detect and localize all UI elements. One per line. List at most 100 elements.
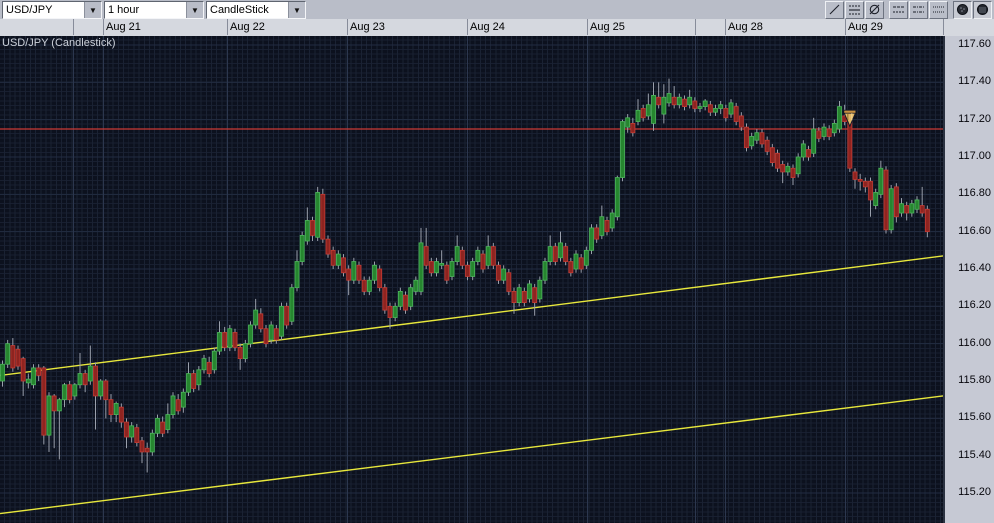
candle-bearish [780,164,786,173]
line-style-dashed-icon[interactable] [889,0,908,19]
candle-bullish [651,95,656,124]
chevron-down-icon[interactable]: ▼ [186,2,203,18]
candle-bullish [888,188,894,231]
candle-bullish [635,109,641,122]
price-axis-label: 116.00 [958,336,991,349]
candle-bearish [15,348,21,367]
price-axis-label: 116.60 [958,224,991,237]
date-axis-separator [347,19,348,35]
candle-bullish [454,246,460,262]
candle-bearish [723,108,729,119]
candle-bearish [568,261,574,274]
date-axis-separator [467,19,468,35]
chevron-down-icon[interactable]: ▼ [84,2,101,18]
date-axis-label: Aug 21 [106,21,141,33]
date-axis-separator [943,19,944,35]
line-style-dashdot-icon[interactable] [909,0,928,19]
candle-bullish [72,384,78,397]
line-style-dotted-icon[interactable] [929,0,948,19]
candle-bullish [795,156,801,175]
date-axis-separator [845,19,846,35]
candle-bearish [552,246,558,262]
candle-bearish [20,358,26,382]
candle-bullish [831,123,837,134]
candle-bullish [217,332,222,352]
chevron-down-icon[interactable]: ▼ [288,2,305,18]
candle-bearish [521,291,527,304]
price-axis[interactable]: 117.60 117.40 117.20 117.00 116.80 116.60 116.… [943,36,994,523]
candle-bullish [702,100,708,108]
candle-bearish [403,294,408,311]
candle-bullish [77,373,83,386]
candle-bullish [676,96,682,106]
grid-dots-toggle-icon[interactable] [953,0,972,19]
grid-dense-toggle-icon[interactable] [973,0,992,19]
candle-bullish [599,216,605,236]
candle-bearish [175,399,181,412]
candle-bearish [868,180,873,201]
candlestick-chart [0,36,943,523]
candle-bearish [682,98,687,108]
candle-bullish [439,263,445,266]
candle-bullish [645,104,651,117]
candle-bearish [67,384,73,401]
candle-bullish [718,104,724,109]
date-axis-separator [695,19,696,35]
candle-bearish [826,128,832,137]
candle-bullish [899,203,904,214]
price-axis-label: 117.60 [958,38,991,50]
candle-bearish [377,268,383,289]
candle-bearish [893,186,899,218]
candle-bullish [837,106,842,130]
candle-bullish [914,199,920,210]
symbol-select[interactable]: USD/JPY ▼ [2,1,102,19]
candle-bullish [149,432,155,453]
candle-bullish [873,192,879,206]
candle-bearish [604,220,610,233]
candle-bullish [155,417,160,434]
candle-bearish [82,373,88,386]
candle-bullish [697,106,703,109]
candle-bearish [816,130,822,139]
candle-bullish [196,369,202,386]
candle-bullish [5,343,11,365]
candle-bullish [294,261,300,289]
date-axis-separator [725,19,726,35]
date-axis-separator [73,19,74,35]
clear-lines-icon[interactable] [865,0,884,19]
candle-bullish [31,367,36,386]
parallel-lines-icon[interactable] [845,0,864,19]
date-axis-label: Aug 28 [728,21,763,33]
upper-channel-line[interactable] [0,255,943,377]
candle-bullish [372,264,377,281]
timeframe-select[interactable]: 1 hour ▼ [104,1,204,19]
candle-bearish [93,365,98,397]
candle-bearish [759,132,765,145]
sell-marker[interactable] [843,109,857,128]
chart-area[interactable]: USD/JPY (Candlestick) [0,36,943,523]
candle-bullish [547,246,553,262]
candle-bullish [211,350,217,371]
candle-bearish [124,421,129,438]
price-axis-label: 117.40 [958,75,991,88]
date-axis-label: Aug 24 [470,21,505,33]
candle-bearish [206,361,212,374]
candle-bearish [594,227,600,240]
candle-bullish [62,384,67,401]
candle-bearish [883,169,889,231]
chart-type-select[interactable]: CandleStick ▼ [206,1,306,19]
candle-bearish [382,287,388,311]
candle-bullish [501,268,507,281]
lower-channel-line[interactable] [0,395,943,515]
candle-bearish [671,96,677,106]
candle-bullish [315,192,321,238]
trendline-icon[interactable] [825,0,844,19]
candle-bearish [361,279,367,292]
candle-bearish [144,447,150,453]
candle-bearish [764,139,770,152]
price-axis-label: 117.20 [958,112,991,125]
candle-bearish [532,287,538,304]
candle-bearish [320,193,326,240]
price-axis-label: 115.20 [958,485,991,498]
date-axis[interactable]: Aug 21 Aug 22 Aug 23 Aug 24 Aug 25 Aug 28 Aug … [0,19,994,37]
